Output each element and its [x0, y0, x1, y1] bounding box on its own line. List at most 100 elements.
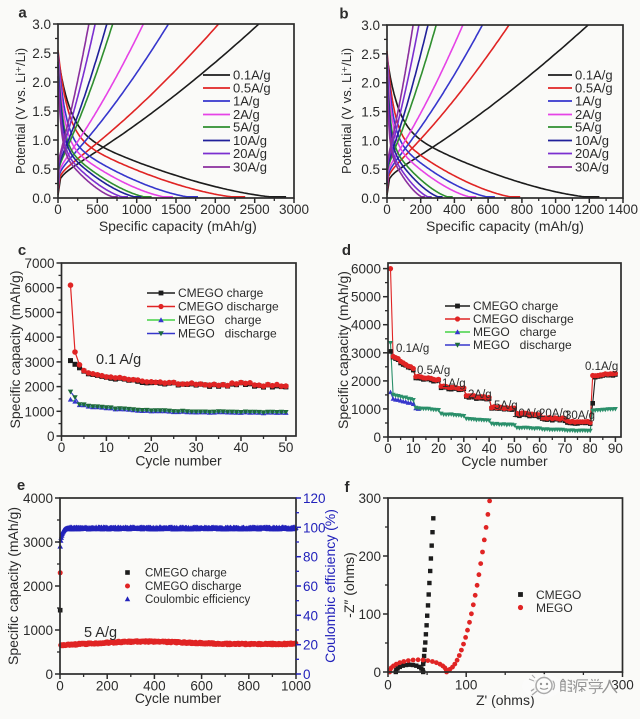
- svg-text:200: 200: [96, 679, 119, 694]
- svg-text:2.0: 2.0: [361, 76, 380, 91]
- svg-text:3.0: 3.0: [32, 17, 51, 32]
- svg-text:Coulombic efficiency (%): Coulombic efficiency (%): [322, 509, 338, 663]
- svg-text:0: 0: [373, 665, 381, 680]
- svg-text:40: 40: [482, 441, 497, 456]
- svg-text:20: 20: [303, 638, 318, 653]
- svg-text:40: 40: [234, 440, 249, 455]
- svg-text:3.0: 3.0: [361, 18, 380, 33]
- svg-text:300: 300: [358, 491, 381, 506]
- svg-text:30: 30: [189, 440, 204, 455]
- svg-text:100: 100: [455, 678, 478, 693]
- svg-text:d: d: [342, 242, 351, 259]
- svg-text:2000: 2000: [24, 380, 54, 395]
- svg-text:MEGO discharge: MEGO discharge: [473, 338, 572, 352]
- svg-text:200: 200: [409, 202, 432, 217]
- svg-text:3000: 3000: [24, 355, 54, 370]
- svg-text:1.0: 1.0: [32, 133, 51, 148]
- svg-text:60: 60: [303, 579, 318, 594]
- svg-text:MEGO discharge: MEGO discharge: [178, 327, 277, 341]
- svg-text:1.0: 1.0: [361, 133, 380, 148]
- svg-text:20A/g: 20A/g: [575, 146, 609, 161]
- svg-text:2.0: 2.0: [32, 75, 51, 90]
- svg-text:90: 90: [608, 441, 623, 456]
- svg-text:Specific capacity (mAh/g): Specific capacity (mAh/g): [7, 271, 23, 429]
- svg-text:0.1 A/g: 0.1 A/g: [96, 352, 141, 368]
- svg-text:0: 0: [56, 679, 64, 694]
- svg-text:CMEGO charge: CMEGO charge: [145, 567, 227, 579]
- svg-text:50: 50: [278, 440, 293, 455]
- svg-text:1000: 1000: [23, 623, 53, 638]
- svg-text:300: 300: [611, 678, 634, 693]
- svg-text:5000: 5000: [351, 290, 381, 305]
- svg-text:1200: 1200: [574, 202, 604, 217]
- svg-text:400: 400: [143, 679, 166, 694]
- svg-text:0: 0: [373, 430, 381, 445]
- svg-text:e: e: [17, 477, 25, 494]
- svg-text:0.5: 0.5: [361, 162, 380, 177]
- svg-text:2500: 2500: [240, 202, 270, 217]
- svg-text:0: 0: [47, 429, 55, 444]
- svg-text:1000: 1000: [351, 402, 381, 417]
- svg-text:0: 0: [383, 202, 391, 217]
- svg-text:MEGO charge: MEGO charge: [178, 313, 262, 327]
- svg-text:CMEGO discharge: CMEGO discharge: [145, 581, 242, 593]
- svg-text:5 A/g: 5 A/g: [84, 625, 117, 641]
- svg-text:Cycle number: Cycle number: [461, 453, 548, 469]
- svg-text:Z' (ohms): Z' (ohms): [476, 692, 535, 708]
- svg-text:200: 200: [358, 549, 381, 564]
- svg-text:2000: 2000: [200, 202, 230, 217]
- svg-text:Potential (V vs. Li⁺/Li): Potential (V vs. Li⁺/Li): [339, 48, 354, 174]
- svg-text:0.0: 0.0: [361, 191, 380, 206]
- svg-text:800: 800: [238, 679, 261, 694]
- svg-text:400: 400: [443, 202, 466, 217]
- svg-text:c: c: [18, 242, 26, 259]
- svg-text:0: 0: [303, 667, 311, 682]
- svg-text:Specific capacity (mAh/g): Specific capacity (mAh/g): [99, 218, 257, 234]
- svg-text:1500: 1500: [161, 202, 191, 217]
- svg-text:CMEGO discharge: CMEGO discharge: [178, 300, 279, 314]
- svg-text:1400: 1400: [608, 202, 638, 217]
- svg-text:f: f: [345, 479, 351, 496]
- svg-text:Cycle number: Cycle number: [135, 690, 222, 706]
- svg-text:30A/g: 30A/g: [565, 410, 595, 422]
- svg-text:80: 80: [583, 441, 598, 456]
- svg-text:5A/g: 5A/g: [575, 120, 602, 135]
- svg-text:40: 40: [303, 608, 318, 623]
- svg-text:1000: 1000: [281, 679, 311, 694]
- svg-text:1.5: 1.5: [32, 104, 51, 119]
- svg-text:20A/g: 20A/g: [539, 408, 569, 420]
- svg-text:0: 0: [384, 441, 392, 456]
- svg-text:0.5A/g: 0.5A/g: [233, 81, 271, 96]
- svg-text:50: 50: [507, 441, 522, 456]
- svg-text:2000: 2000: [351, 374, 381, 389]
- svg-text:a: a: [18, 5, 27, 22]
- svg-text:2A/g: 2A/g: [233, 107, 260, 122]
- svg-text:0.5: 0.5: [32, 162, 51, 177]
- svg-text:b: b: [339, 6, 348, 23]
- svg-text:30A/g: 30A/g: [233, 160, 267, 175]
- svg-text:Potential (V vs. Li⁺/Li): Potential (V vs. Li⁺/Li): [13, 48, 28, 174]
- svg-text:Specific capacity (mAh/g): Specific capacity (mAh/g): [5, 507, 21, 665]
- svg-text:7000: 7000: [24, 256, 54, 271]
- svg-text:2A/g: 2A/g: [575, 107, 602, 122]
- svg-text:0.0: 0.0: [32, 191, 51, 206]
- svg-text:CMEGO discharge: CMEGO discharge: [473, 312, 574, 326]
- svg-text:2A/g: 2A/g: [468, 389, 492, 401]
- svg-text:30: 30: [456, 441, 471, 456]
- svg-text:MEGO: MEGO: [536, 601, 573, 615]
- svg-text:0.1A/g: 0.1A/g: [396, 343, 429, 355]
- svg-text:20: 20: [431, 441, 446, 456]
- svg-text:800: 800: [511, 202, 534, 217]
- svg-text:60: 60: [532, 441, 547, 456]
- svg-text:0.5A/g: 0.5A/g: [417, 365, 450, 377]
- svg-text:500: 500: [86, 202, 109, 217]
- svg-text:-Z″ (ohms): -Z″ (ohms): [341, 552, 357, 618]
- svg-text:10: 10: [99, 440, 114, 455]
- svg-text:2000: 2000: [23, 579, 53, 594]
- svg-text:100: 100: [358, 607, 381, 622]
- svg-text:30A/g: 30A/g: [575, 160, 609, 175]
- svg-text:120: 120: [303, 491, 326, 506]
- svg-text:6000: 6000: [24, 281, 54, 296]
- svg-text:4000: 4000: [24, 330, 54, 345]
- svg-text:10A/g: 10A/g: [233, 133, 267, 148]
